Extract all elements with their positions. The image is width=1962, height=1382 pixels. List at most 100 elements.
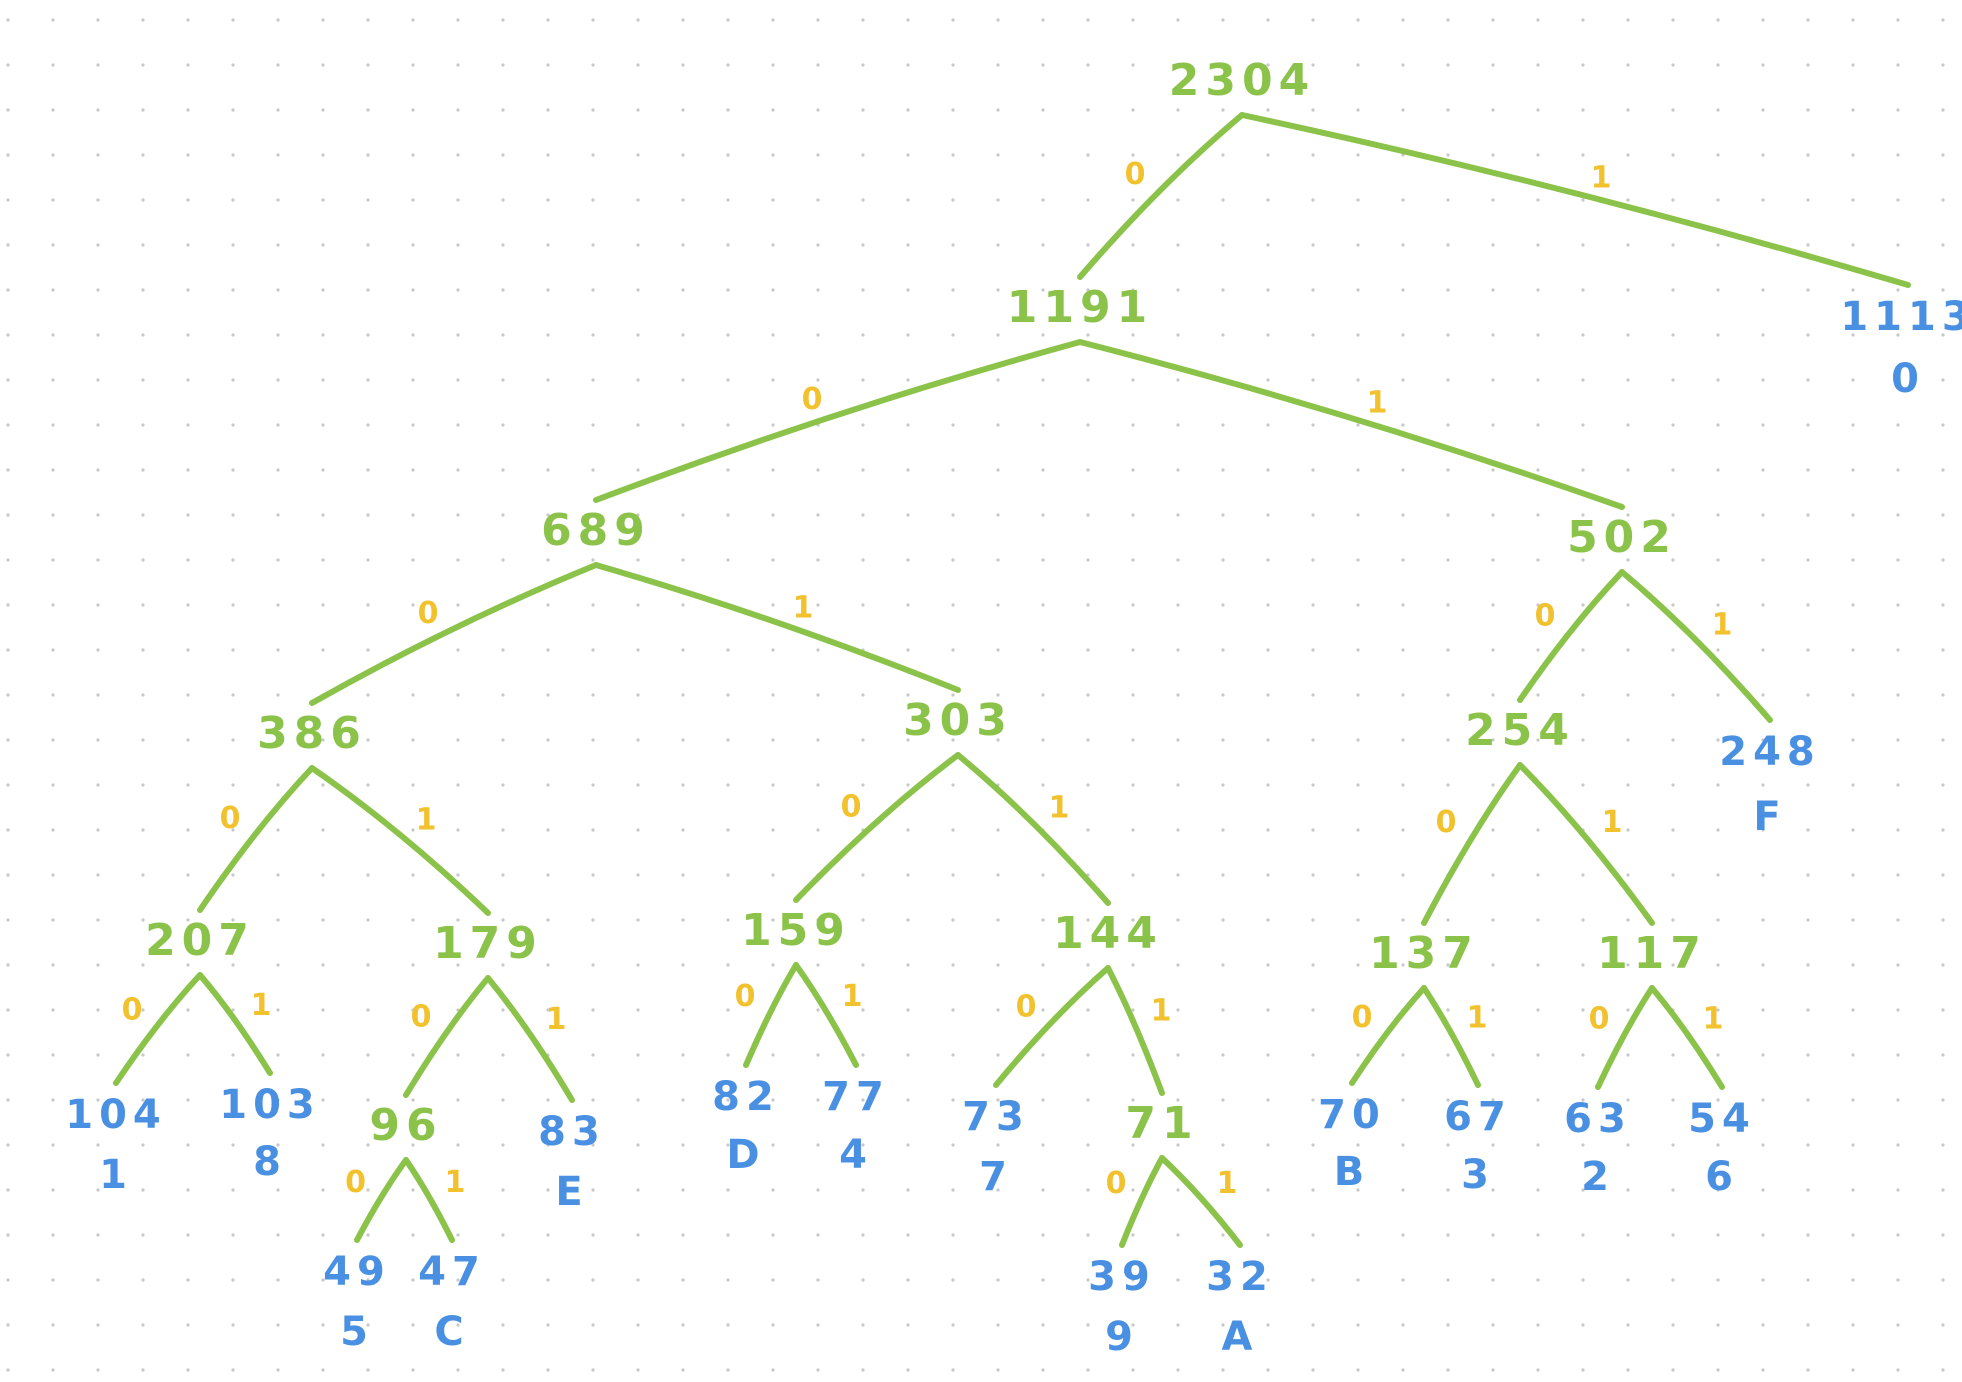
bit-label-n71-n32: 1 [1217,1166,1238,1201]
node-weight-71: 71 [1125,1098,1198,1149]
leaf-weight-1113: 1113 [1840,294,1962,340]
bit-label-n159-n82: 0 [735,979,756,1014]
leaf-symbol-5: 5 [340,1309,374,1355]
bit-label-n689-n386: 0 [418,596,439,631]
bit-label-n2304-n1191: 0 [1125,157,1146,192]
edge-n144-n73 [993,965,1111,1088]
leaf-symbol-8: 8 [253,1139,287,1185]
leaf-weight-104: 104 [65,1092,167,1138]
bit-label-n117-n63: 0 [1589,1002,1610,1037]
node-weight-1191: 1191 [1007,282,1153,333]
leaf-symbol-9: 9 [1105,1314,1139,1360]
bit-label-n207-n103: 1 [251,988,272,1023]
edge-n689-n386 [309,562,599,706]
edge-n502-n248 [1619,569,1773,723]
edge-n71-n39 [1119,1155,1165,1248]
bit-label-n144-n73: 0 [1016,990,1037,1025]
node-weight-207: 207 [145,915,255,966]
edge-n254-n117 [1517,762,1655,926]
bit-label-n117-n54: 1 [1703,1002,1724,1037]
leaf-symbol-0: 0 [1891,356,1925,402]
leaf-symbol-1: 1 [99,1152,133,1198]
bit-label-n96-n47: 1 [445,1165,466,1200]
bit-label-n303-n159: 0 [841,789,862,824]
edges-layer [113,112,1911,1248]
edge-n1191-n689 [593,339,1083,503]
edge-n303-n159 [793,752,961,903]
edge-n386-n207 [197,765,315,913]
edge-n137-n70 [1349,985,1427,1086]
bit-label-n71-n39: 0 [1106,1166,1127,1201]
leaf-weight-54: 54 [1688,1096,1756,1142]
bit-label-n254-n137: 0 [1436,805,1457,840]
node-weight-254: 254 [1465,705,1575,756]
edge-n1191-n502 [1077,339,1625,510]
leaf-weight-49: 49 [323,1249,391,1295]
edge-n117-n54 [1649,985,1725,1090]
edge-n207-n104 [113,972,203,1086]
bit-labels-layer: 0 1 0 1 0 1 0 1 0 1 0 1 0 1 0 1 0 1 0 1 0 1 0 1 0 1 0 1 0 1 [122,157,1733,1201]
bit-label-n303-n144: 1 [1049,791,1070,826]
node-weight-96: 96 [369,1100,442,1151]
edge-n159-n82 [743,962,799,1068]
bit-label-n1191-n502: 1 [1367,385,1388,420]
leaf-symbol-F: F [1753,794,1786,840]
edge-n179-n96 [403,975,491,1098]
leaf-weight-47: 47 [418,1249,486,1295]
leaf-weight-248: 248 [1719,729,1821,775]
bit-label-n144-n71: 1 [1151,993,1172,1028]
bit-label-n689-n303: 1 [793,590,814,625]
bit-label-n137-n70: 0 [1352,1000,1373,1035]
bit-label-n137-n67: 1 [1467,1001,1488,1036]
bit-label-n386-n207: 0 [220,801,241,836]
leaf-symbol-7: 7 [979,1154,1013,1200]
edge-n159-n77 [793,962,859,1068]
bit-label-n386-n179: 1 [416,802,437,837]
edge-n2304-n1113 [1239,112,1911,288]
bit-label-n254-n117: 1 [1602,805,1623,840]
leaf-weight-70: 70 [1318,1092,1386,1138]
bit-label-n1191-n689: 0 [802,382,823,417]
leaf-symbol-2: 2 [1581,1154,1615,1200]
node-weight-2304: 2304 [1169,55,1315,106]
edge-n137-n67 [1421,985,1481,1088]
edge-n179-n83 [485,975,575,1103]
bit-label-n2304-n1113: 1 [1591,161,1612,196]
leaf-symbol-C: C [434,1309,469,1355]
bit-label-n159-n77: 1 [842,979,863,1014]
bit-label-n179-n96: 0 [411,1000,432,1035]
node-weight-144: 144 [1053,908,1163,959]
edge-n386-n179 [309,765,491,916]
leaf-weight-77: 77 [822,1074,890,1120]
leaf-weight-32: 32 [1206,1254,1274,1300]
node-weight-159: 159 [741,905,851,956]
bit-label-n96-n49: 0 [345,1165,366,1200]
edge-n96-n47 [403,1157,455,1243]
edge-n71-n32 [1159,1155,1243,1248]
leaf-symbol-D: D [726,1132,765,1178]
bit-label-n502-n254: 0 [1535,599,1556,634]
leaf-weight-67: 67 [1444,1094,1512,1140]
node-weight-689: 689 [541,505,651,556]
leaf-weight-73: 73 [962,1094,1030,1140]
node-weight-179: 179 [433,918,543,969]
edge-n207-n103 [197,972,273,1076]
node-weight-303: 303 [903,695,1013,746]
leaf-weight-103: 103 [219,1082,321,1128]
edge-n254-n137 [1421,762,1523,926]
leaf-symbol-B: B [1334,1149,1371,1195]
edge-n303-n144 [955,752,1111,906]
leaf-weight-63: 63 [1564,1096,1632,1142]
bit-label-n502-n248: 1 [1712,608,1733,643]
edge-n96-n49 [354,1157,409,1243]
edge-n689-n303 [593,562,961,693]
edge-n2304-n1191 [1077,112,1245,280]
leaf-symbol-4: 4 [839,1132,873,1178]
edge-n144-n71 [1105,965,1165,1096]
bit-label-n179-n83: 1 [546,1002,567,1037]
edge-n117-n63 [1595,985,1655,1090]
node-weight-386: 386 [257,708,367,759]
